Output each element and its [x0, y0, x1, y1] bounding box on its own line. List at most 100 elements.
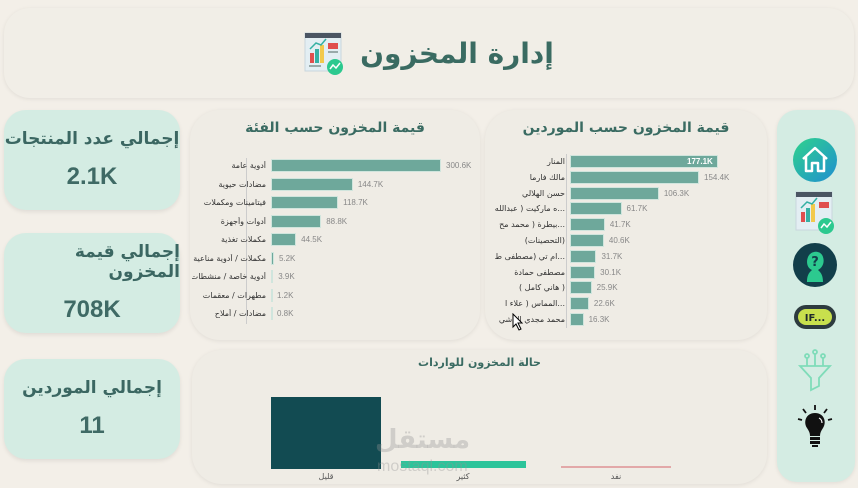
- supplier-chart-card: قيمة المخزون حسب الموردين المنار 177.1K ما…: [485, 110, 767, 340]
- lightbulb-icon: [795, 403, 835, 453]
- bar-value-label: 30.1K: [600, 267, 622, 277]
- bar[interactable]: [271, 270, 274, 283]
- bar[interactable]: [271, 159, 441, 172]
- bar-label: ( هاني كامل ): [518, 283, 565, 293]
- sidebar-nav: ? IF...: [777, 110, 855, 482]
- kpi-label: إجمالي الموردين: [22, 378, 162, 398]
- bar[interactable]: [570, 202, 622, 216]
- nav-inventory-button[interactable]: [791, 190, 839, 238]
- bar-value-label: 1.2K: [277, 290, 294, 300]
- bar-label: ...المماس ( علاء ا: [504, 299, 565, 309]
- bar-label: حسن الهلالي: [522, 188, 565, 198]
- axis-line: [246, 158, 247, 324]
- bar-label: أدوية عامة: [231, 161, 267, 170]
- kpi-label: إجمالي عدد المنتجات: [4, 129, 180, 149]
- bar[interactable]: [271, 288, 273, 302]
- bar-label: مضادات / أملاح: [214, 309, 266, 318]
- dashboard-report-icon: [794, 188, 836, 240]
- status-chart-card: حالة المخزون للواردات قليل كثير نفد: [192, 350, 767, 484]
- status-label-high: كثير: [456, 472, 470, 481]
- svg-text:IF...: IF...: [805, 313, 825, 324]
- mouse-cursor-icon: [512, 312, 524, 335]
- nav-help-button[interactable]: ?: [791, 243, 839, 291]
- bar-value-label: 88.8K: [326, 216, 348, 226]
- bar-value-label: 118.7K: [343, 198, 368, 207]
- bar[interactable]: [271, 251, 274, 265]
- bar[interactable]: [271, 233, 297, 246]
- bar-label: أدوية خاصة / منشطات: [192, 272, 266, 281]
- bar-value-label: 177.1K: [687, 157, 713, 166]
- bar-value-label: 106.3K: [663, 188, 690, 198]
- question-head-icon: ?: [792, 242, 838, 292]
- bar[interactable]: [570, 218, 605, 232]
- bar-label: مكملات / أدوية مناعية: [193, 253, 266, 263]
- kpi-total-suppliers: إجمالي الموردين 11: [4, 359, 180, 459]
- bar-label: ...ام تي (مصطفى ط: [494, 251, 565, 261]
- bar-value-label: 0.8K: [277, 309, 294, 318]
- status-bar-low[interactable]: [271, 397, 381, 469]
- bar-value-label: 154.4K: [704, 172, 730, 182]
- nav-ideas-button[interactable]: [791, 404, 839, 452]
- status-label-out: نفد: [610, 472, 622, 481]
- chart-title: قيمة المخزون حسب الموردين: [522, 120, 730, 136]
- kpi-value: 11: [79, 412, 105, 439]
- watermark-logo: مستقل: [375, 425, 471, 455]
- bar-label: مطهرات / معقمات: [202, 290, 266, 300]
- bar[interactable]: [271, 177, 353, 191]
- bar[interactable]: [271, 214, 322, 228]
- bar[interactable]: [570, 297, 589, 311]
- bar-value-label: 61.7K: [626, 204, 648, 214]
- bar-value-label: 40.6K: [608, 236, 630, 245]
- bar-label: أدوات وأجهزة: [220, 216, 266, 226]
- bar-label: ...ه ماركيت ( عبدالله: [494, 204, 565, 214]
- bar[interactable]: [570, 155, 718, 168]
- kpi-label: إجمالي قيمة المخزون: [74, 242, 180, 282]
- kpi-total-products: إجمالي عدد المنتجات 2.1K: [4, 110, 180, 210]
- bar[interactable]: [570, 170, 700, 184]
- bar-label: (التحصينات): [524, 236, 565, 245]
- bar[interactable]: [570, 249, 597, 263]
- bar-value-label: 5.2K: [278, 253, 296, 263]
- bar-value-label: 41.7K: [609, 220, 631, 230]
- bar-label: مضادات حيوية: [218, 179, 266, 189]
- watermark-url: mostaql.com: [377, 458, 468, 475]
- bar[interactable]: [570, 281, 592, 295]
- category-chart-card: قيمة المخزون حسب الفئة أدوية عامة 300.6K م…: [190, 110, 480, 340]
- bar[interactable]: [570, 313, 584, 326]
- kpi-value: 708K: [63, 296, 121, 323]
- status-bar-out[interactable]: [561, 466, 671, 468]
- bar[interactable]: [570, 234, 604, 247]
- chart-title: قيمة المخزون حسب الفئة: [245, 120, 425, 136]
- bar-value-label: 16.3K: [588, 315, 610, 324]
- status-bar-high[interactable]: [401, 461, 526, 468]
- kpi-value: 2.1K: [66, 163, 118, 190]
- axis-line: [566, 154, 567, 328]
- bar-value-label: 3.9K: [278, 272, 295, 281]
- nav-filter-button[interactable]: [791, 348, 839, 396]
- status-label-low: قليل: [318, 472, 334, 481]
- nav-if-button[interactable]: IF...: [791, 295, 839, 343]
- bar[interactable]: [271, 307, 273, 320]
- bar[interactable]: [570, 186, 659, 200]
- dashboard-report-icon: [304, 29, 344, 77]
- nav-home-button[interactable]: [791, 138, 839, 186]
- bar-value-label: 25.9K: [596, 283, 618, 293]
- bar-label: فيتامينات ومكملات: [203, 198, 266, 207]
- header-banner: إدارة المخزون: [4, 8, 854, 98]
- bar-label: مصطفى حمادة: [514, 267, 565, 277]
- svg-text:?: ?: [811, 255, 819, 270]
- bar-value-label: 22.6K: [593, 299, 615, 309]
- bar[interactable]: [570, 265, 596, 279]
- home-icon: [792, 137, 838, 187]
- bar-label: ...بيطرة ( محمد مح: [499, 220, 565, 230]
- bar-label: مالك فارما: [529, 172, 565, 182]
- bar-value-label: 144.7K: [357, 179, 384, 189]
- bar-label: محمد مجدي الباشي: [498, 315, 565, 324]
- bar-label: المنار: [547, 157, 565, 166]
- funnel-icon: [795, 348, 835, 396]
- page-title: إدارة المخزون: [360, 36, 554, 70]
- if-icon: IF...: [793, 302, 837, 336]
- bar[interactable]: [271, 196, 339, 209]
- bar-value-label: 300.6K: [446, 161, 472, 170]
- bar-value-label: 44.5K: [301, 235, 323, 244]
